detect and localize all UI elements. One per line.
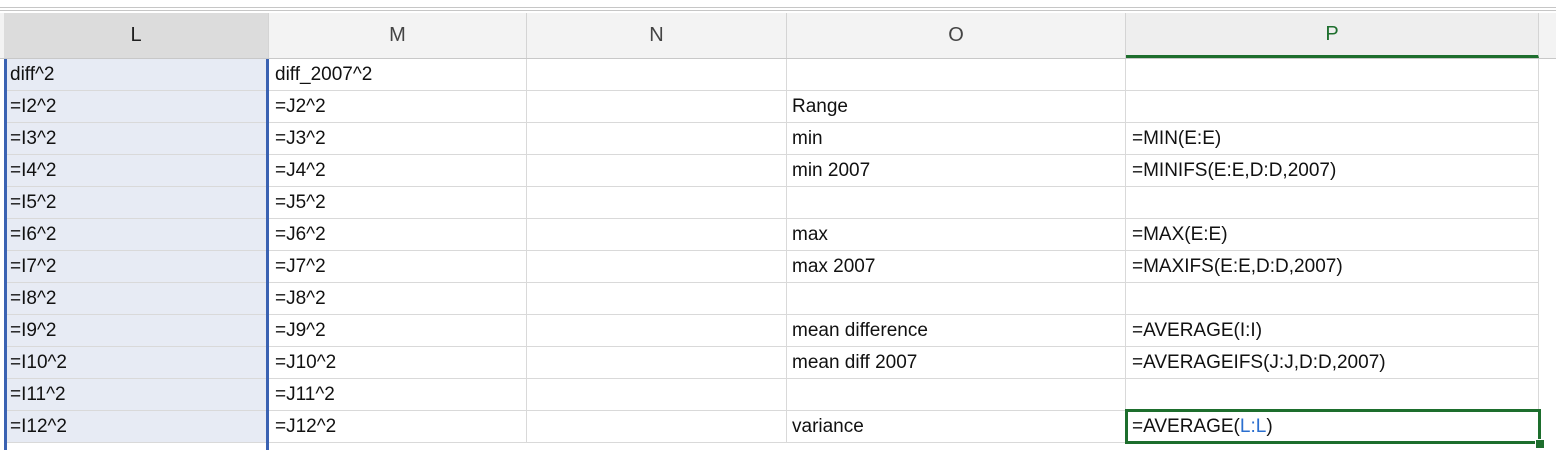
- cell-l6[interactable]: =I6^2: [4, 219, 269, 251]
- cell-o8[interactable]: [787, 283, 1126, 315]
- formula-prefix: =AVERAGE(: [1132, 416, 1240, 437]
- cell-p7[interactable]: =MAXIFS(E:E,D:D,2007): [1126, 251, 1539, 283]
- cell-p9[interactable]: =AVERAGE(I:I): [1126, 315, 1539, 347]
- cell-m9[interactable]: =J9^2: [269, 315, 527, 347]
- cell-l4[interactable]: =I4^2: [4, 155, 269, 187]
- cell-n3[interactable]: [527, 123, 787, 155]
- cell-o6[interactable]: max: [787, 219, 1126, 251]
- cell-l7[interactable]: =I7^2: [4, 251, 269, 283]
- cell-m7[interactable]: =J7^2: [269, 251, 527, 283]
- cell-m4[interactable]: =J4^2: [269, 155, 527, 187]
- cell-o1[interactable]: [787, 59, 1126, 91]
- cell-o2[interactable]: Range: [787, 91, 1126, 123]
- table-row: =I11^2 =J11^2: [0, 379, 1556, 411]
- column-header-m[interactable]: M: [269, 13, 527, 58]
- cell-m2[interactable]: =J2^2: [269, 91, 527, 123]
- table-row: =I4^2 =J4^2 min 2007 =MINIFS(E:E,D:D,2007): [0, 155, 1556, 187]
- cell-m5[interactable]: =J5^2: [269, 187, 527, 219]
- cell-o9[interactable]: mean difference: [787, 315, 1126, 347]
- column-header-o[interactable]: O: [787, 13, 1126, 58]
- cell-m11[interactable]: =J11^2: [269, 379, 527, 411]
- cell-o12[interactable]: variance: [787, 411, 1126, 443]
- cell-grid: diff^2 diff_2007^2 =I2^2 =J2^2 Range =I3^2 =J3…: [0, 59, 1556, 450]
- table-row: =I5^2 =J5^2: [0, 187, 1556, 219]
- cell-p11[interactable]: [1126, 379, 1539, 411]
- column-header-l[interactable]: L: [4, 13, 269, 58]
- cell-m8[interactable]: =J8^2: [269, 283, 527, 315]
- cell-n12[interactable]: [527, 411, 787, 443]
- formula-suffix: ): [1266, 416, 1273, 437]
- column-header-n[interactable]: N: [527, 13, 787, 58]
- column-selection-right-border: [266, 59, 269, 450]
- table-row: diff^2 diff_2007^2: [0, 59, 1556, 91]
- cell-p6[interactable]: =MAX(E:E): [1126, 219, 1539, 251]
- cell-n8[interactable]: [527, 283, 787, 315]
- cell-m10[interactable]: =J10^2: [269, 347, 527, 379]
- cell-m3[interactable]: =J3^2: [269, 123, 527, 155]
- cell-n10[interactable]: [527, 347, 787, 379]
- cell-l5[interactable]: =I5^2: [4, 187, 269, 219]
- cell-n11[interactable]: [527, 379, 787, 411]
- cell-p8[interactable]: [1126, 283, 1539, 315]
- cell-l11[interactable]: =I11^2: [4, 379, 269, 411]
- fill-handle[interactable]: [1535, 439, 1545, 449]
- cell-n5[interactable]: [527, 187, 787, 219]
- table-row: =I2^2 =J2^2 Range: [0, 91, 1556, 123]
- table-row: =I7^2 =J7^2 max 2007 =MAXIFS(E:E,D:D,2007): [0, 251, 1556, 283]
- cell-o10[interactable]: mean diff 2007: [787, 347, 1126, 379]
- cell-m1[interactable]: diff_2007^2: [269, 59, 527, 91]
- table-row: =I3^2 =J3^2 min =MIN(E:E): [0, 123, 1556, 155]
- cell-n1[interactable]: [527, 59, 787, 91]
- cell-l1[interactable]: diff^2: [4, 59, 269, 91]
- cell-n7[interactable]: [527, 251, 787, 283]
- column-selection-left-border: [4, 59, 7, 450]
- cell-l9[interactable]: =I9^2: [4, 315, 269, 347]
- cell-n9[interactable]: [527, 315, 787, 347]
- cell-l8[interactable]: =I8^2: [4, 283, 269, 315]
- table-row: =I9^2 =J9^2 mean difference =AVERAGE(I:I): [0, 315, 1556, 347]
- cell-m12[interactable]: =J12^2: [269, 411, 527, 443]
- cell-l10[interactable]: =I10^2: [4, 347, 269, 379]
- cell-n2[interactable]: [527, 91, 787, 123]
- column-header-p[interactable]: P: [1126, 13, 1539, 58]
- cell-o5[interactable]: [787, 187, 1126, 219]
- cell-l3[interactable]: =I3^2: [4, 123, 269, 155]
- formula-reference: L:L: [1239, 416, 1267, 437]
- cell-p10[interactable]: =AVERAGEIFS(J:J,D:D,2007): [1126, 347, 1539, 379]
- cell-p3[interactable]: =MIN(E:E): [1126, 123, 1539, 155]
- cell-m6[interactable]: =J6^2: [269, 219, 527, 251]
- cell-p5[interactable]: [1126, 187, 1539, 219]
- cell-p1[interactable]: [1126, 59, 1539, 91]
- cell-n4[interactable]: [527, 155, 787, 187]
- cell-o11[interactable]: [787, 379, 1126, 411]
- table-row: =I10^2 =J10^2 mean diff 2007 =AVERAGEIFS(J:…: [0, 347, 1556, 379]
- cell-p2[interactable]: [1126, 91, 1539, 123]
- cell-o3[interactable]: min: [787, 123, 1126, 155]
- table-row: =I6^2 =J6^2 max =MAX(E:E): [0, 219, 1556, 251]
- cell-o7[interactable]: max 2007: [787, 251, 1126, 283]
- column-header-row: L M N O P: [0, 13, 1556, 59]
- table-row: =I8^2 =J8^2: [0, 283, 1556, 315]
- active-cell-border: [1125, 409, 1541, 444]
- cell-l12[interactable]: =I12^2: [4, 411, 269, 443]
- cell-n6[interactable]: [527, 219, 787, 251]
- cell-l2[interactable]: =I2^2: [4, 91, 269, 123]
- cell-p4[interactable]: =MINIFS(E:E,D:D,2007): [1126, 155, 1539, 187]
- ribbon-edge: [0, 0, 1556, 13]
- cell-o4[interactable]: min 2007: [787, 155, 1126, 187]
